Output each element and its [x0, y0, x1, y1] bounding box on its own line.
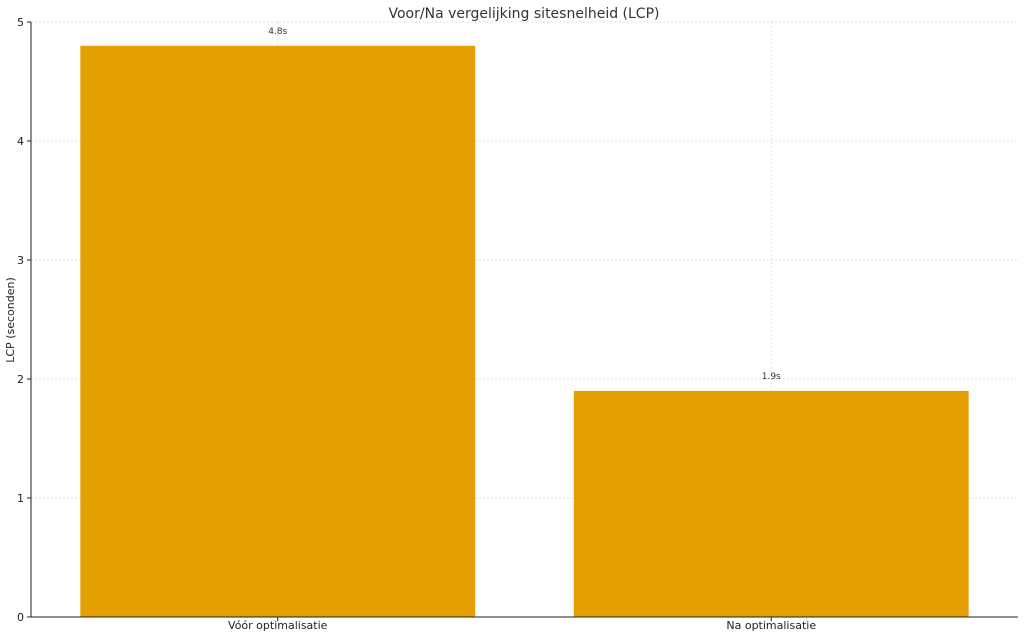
y-tick-label: 0	[17, 611, 24, 624]
labels-layer: 4.8s 1.9s 0 1 2 3 4 5 Vóór optimalisatie Na optim…	[17, 16, 816, 632]
bar-value-label-0: 4.8s	[268, 27, 287, 37]
y-tick-label: 2	[17, 373, 24, 386]
y-tick-label: 1	[17, 492, 24, 505]
y-tick-label: 4	[17, 135, 24, 148]
y-axis-label: LCP (seconden)	[4, 277, 17, 363]
bar-1	[573, 390, 969, 617]
y-tick-label: 3	[17, 254, 24, 267]
axes-layer	[27, 21, 1018, 621]
y-tick-label: 5	[17, 16, 24, 29]
bar-0	[80, 45, 476, 618]
x-tick-label-0: Vóór optimalisatie	[228, 619, 328, 632]
bar-value-label-1: 1.9s	[762, 372, 781, 382]
x-tick-label-1: Na optimalisatie	[726, 619, 816, 632]
bars-layer	[80, 45, 969, 618]
chart-title: Voor/Na vergelijking sitesnelheid (LCP)	[389, 6, 660, 22]
